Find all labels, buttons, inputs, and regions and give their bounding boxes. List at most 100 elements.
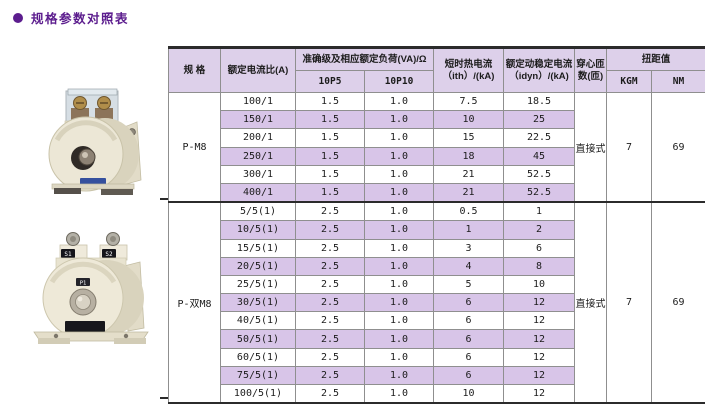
- ith-cell: 6: [433, 365, 505, 386]
- ith-cell: 10: [433, 384, 505, 404]
- p10-cell: 1.0: [363, 311, 435, 331]
- p10-cell: 1.0: [363, 220, 435, 240]
- spec-table: 规 格 额定电流比(A) 准确级及相应额定负荷(VA)/Ω 短时热电流 （ith…: [168, 46, 705, 405]
- pshuangm8-body: P1: [42, 257, 145, 339]
- ratio-cell: 60/5(1): [220, 347, 296, 367]
- header-idyn: 额定动稳定电流 （idyn）/(kA): [503, 47, 576, 93]
- table-row: 250/1 1.5 1.0 18 45: [169, 146, 705, 166]
- face-label-p1: P1: [80, 281, 87, 287]
- ratio-cell: 40/5(1): [220, 311, 296, 331]
- p5-cell: 2.5: [295, 220, 365, 240]
- terminal-label-s1: S1: [64, 251, 72, 258]
- p5-cell: 2.5: [295, 238, 365, 258]
- p10-cell: 1.0: [363, 182, 435, 203]
- ith-cell: 1: [433, 220, 505, 240]
- table-row: 25/5(1) 2.5 1.0 5 10: [169, 274, 705, 295]
- p10-cell: 1.0: [363, 128, 435, 148]
- idyn-cell: 6: [503, 238, 576, 258]
- pshuangm8-terminals: S1 S2: [59, 232, 128, 261]
- idyn-cell: 12: [503, 365, 576, 386]
- header-ratio: 额定电流比(A): [220, 47, 296, 93]
- product-photo-pshuangm8: S1 S2 P1: [33, 232, 149, 344]
- p5-cell: 2.5: [295, 201, 365, 222]
- header-torque-group: 扭距值: [606, 47, 705, 71]
- terminal-label-s2: S2: [105, 251, 113, 258]
- idyn-cell: 12: [503, 329, 576, 349]
- p10-cell: 1.0: [363, 274, 435, 295]
- ith-cell: 6: [433, 311, 505, 331]
- table-row: 30/5(1) 2.5 1.0 6 12: [169, 293, 705, 313]
- p5-cell: 2.5: [295, 384, 365, 404]
- ith-cell: 6: [433, 347, 505, 367]
- ratio-cell: 25/5(1): [220, 274, 296, 295]
- idyn-cell: 25: [503, 110, 576, 130]
- p10-cell: 1.0: [363, 329, 435, 349]
- kgm-cell: 7: [606, 201, 653, 404]
- turns-cell: 直接式: [574, 201, 608, 404]
- product-photo-pm8: [48, 88, 142, 195]
- p5-cell: 2.5: [295, 293, 365, 313]
- idyn-cell: 52.5: [503, 164, 576, 184]
- table-row: 40/5(1) 2.5 1.0 6 12: [169, 311, 705, 331]
- table-row: 10/5(1) 2.5 1.0 1 2: [169, 220, 705, 240]
- ith-cell: 15: [433, 128, 505, 148]
- p10-cell: 1.0: [363, 293, 435, 313]
- table-row: P-M8 100/1 1.5 1.0 7.5 18.5 直接式 7 69: [168, 91, 705, 203]
- table-row: 100/5(1) 2.5 1.0 10 12: [169, 384, 705, 404]
- p10-cell: 1.0: [363, 110, 435, 130]
- ith-cell: 18: [433, 146, 505, 166]
- header-spec: 规 格: [168, 47, 221, 93]
- header-ith: 短时热电流 （ith）/(kA): [433, 47, 505, 93]
- ratio-cell: 200/1: [220, 128, 296, 148]
- idyn-cell: 8: [503, 256, 576, 276]
- ith-cell: 21: [433, 182, 505, 203]
- ratio-cell: 30/5(1): [220, 293, 296, 313]
- ratio-cell: 100/5(1): [220, 384, 296, 404]
- p10-cell: 1.0: [363, 238, 435, 258]
- idyn-cell: 12: [503, 347, 576, 367]
- idyn-cell: 1: [503, 201, 576, 222]
- table-row: 15/5(1) 2.5 1.0 3 6: [169, 238, 705, 258]
- table-row: 20/5(1) 2.5 1.0 4 8: [169, 256, 705, 276]
- idyn-cell: 22.5: [503, 128, 576, 148]
- ith-cell: 6: [433, 293, 505, 313]
- idyn-cell: 12: [503, 311, 576, 331]
- p5-cell: 2.5: [295, 329, 365, 349]
- turns-cell: 直接式: [574, 92, 608, 203]
- spec-cell: P-双M8: [168, 201, 221, 404]
- ratio-cell: 300/1: [220, 164, 296, 184]
- idyn-cell: 45: [503, 146, 576, 166]
- ratio-cell: 15/5(1): [220, 238, 296, 258]
- header-kgm: KGM: [606, 70, 653, 93]
- p5-cell: 1.5: [295, 182, 365, 203]
- ith-cell: 4: [433, 256, 505, 276]
- idyn-cell: 18.5: [503, 91, 576, 112]
- idyn-cell: 2: [503, 220, 576, 240]
- header-accuracy-group: 准确级及相应额定负荷(VA)/Ω: [294, 47, 435, 71]
- spec-table-body: P-M8 100/1 1.5 1.0 7.5 18.5 直接式 7 69 150/1 1.5 1.0 1…: [168, 91, 705, 404]
- p10-cell: 1.0: [363, 347, 435, 367]
- table-header: 规 格 额定电流比(A) 准确级及相应额定负荷(VA)/Ω 短时热电流 （ith…: [168, 47, 705, 93]
- p5-cell: 1.5: [295, 164, 365, 184]
- p10-cell: 1.0: [363, 91, 435, 112]
- p5-cell: 2.5: [295, 347, 365, 367]
- p10-cell: 1.0: [363, 365, 435, 386]
- group-divider-overhang: [160, 198, 168, 200]
- p10-cell: 1.0: [363, 146, 435, 166]
- ratio-cell: 5/5(1): [220, 201, 296, 222]
- ith-cell: 5: [433, 274, 505, 295]
- p10-cell: 1.0: [363, 164, 435, 184]
- ith-cell: 6: [433, 329, 505, 349]
- ratio-cell: 100/1: [220, 91, 296, 112]
- ith-cell: 3: [433, 238, 505, 258]
- p5-cell: 2.5: [295, 256, 365, 276]
- header-10p5: 10P5: [295, 70, 365, 93]
- pshuangm8-base: [33, 331, 149, 344]
- ith-cell: 21: [433, 164, 505, 184]
- p10-cell: 1.0: [363, 384, 435, 404]
- ratio-cell: 10/5(1): [220, 220, 296, 240]
- ratio-cell: 400/1: [220, 182, 296, 203]
- header-nm: NM: [651, 70, 705, 93]
- table-row: 60/5(1) 2.5 1.0 6 12: [169, 347, 705, 367]
